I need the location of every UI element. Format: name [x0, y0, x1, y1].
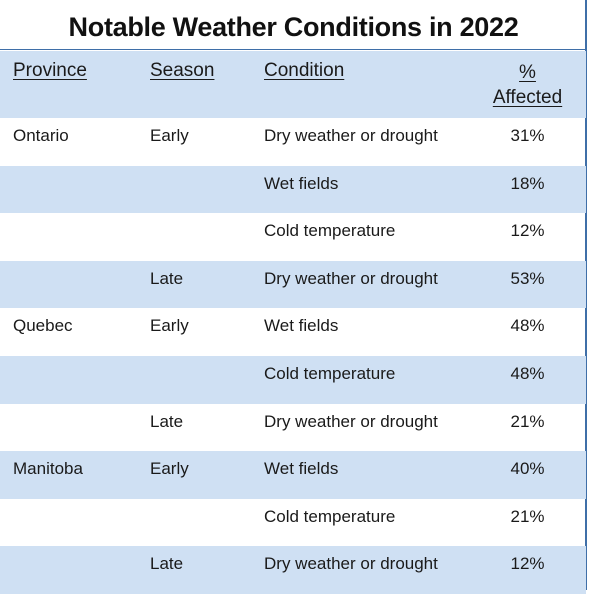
cell-condition: Dry weather or drought [264, 554, 438, 574]
cell-condition: Dry weather or drought [264, 411, 438, 431]
table-row: Late Dry weather or drought 12% [0, 546, 586, 594]
cell-condition: Wet fields [264, 316, 339, 336]
cell-percent: 48% [510, 363, 545, 383]
cell-province: Manitoba [13, 459, 83, 479]
cell-condition: Dry weather or drought [264, 126, 438, 145]
table-row: Cold temperature 48% [0, 355, 586, 404]
cell-percent: 40% [510, 459, 545, 479]
table-row: Ontario Early Dry weather or drought 31% [0, 118, 586, 166]
cell-season: Late [150, 411, 184, 431]
cell-percent: 53% [510, 268, 545, 288]
cell-percent: 21% [510, 411, 545, 431]
cell-season: Late [150, 268, 184, 288]
header-percent-affected: % Affected [470, 60, 585, 110]
cell-season: Early [150, 126, 189, 145]
table-row: Cold temperature 12% [0, 213, 586, 261]
cell-percent: 12% [510, 554, 545, 574]
cell-percent: 18% [510, 173, 545, 193]
cell-condition: Wet fields [264, 459, 339, 479]
table-row: Late Dry weather or drought 53% [0, 260, 586, 309]
cell-condition: Wet fields [264, 173, 339, 193]
cell-percent: 48% [510, 316, 545, 336]
table-row: Wet fields 18% [0, 165, 586, 214]
cell-condition: Dry weather or drought [264, 268, 438, 288]
header-affected: Affected [492, 87, 563, 108]
cell-season: Early [150, 459, 189, 479]
header-condition: Condition [264, 60, 345, 81]
cell-percent: 31% [510, 126, 545, 145]
table-row: Cold temperature 21% [0, 499, 586, 547]
cell-season: Late [150, 554, 184, 574]
cell-province: Ontario [13, 126, 69, 145]
header-percent-symbol: % [519, 62, 536, 83]
cell-condition: Cold temperature [264, 221, 396, 241]
table-row: Late Dry weather or drought 21% [0, 404, 586, 452]
cell-percent: 21% [510, 506, 545, 526]
cell-season: Early [150, 316, 189, 336]
cell-percent: 12% [510, 221, 545, 241]
cell-province: Quebec [13, 316, 73, 336]
header-season: Season [150, 60, 215, 81]
cell-condition: Cold temperature [264, 363, 396, 383]
table-header: Province Season Condition % Affected [0, 51, 586, 118]
header-province: Province [13, 60, 87, 81]
table-title: Notable Weather Conditions in 2022 [0, 0, 587, 50]
table-row: Manitoba Early Wet fields 40% [0, 451, 586, 499]
table-body: Ontario Early Dry weather or drought 31%… [0, 118, 586, 594]
cell-condition: Cold temperature [264, 506, 396, 526]
table-row: Quebec Early Wet fields 48% [0, 308, 586, 356]
